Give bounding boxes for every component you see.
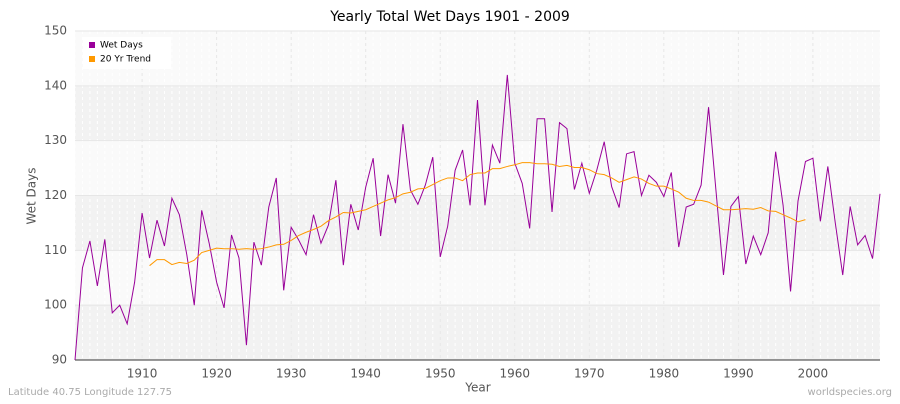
x-tick-label: 1960 [499,367,530,381]
x-tick-label: 1970 [574,367,605,381]
x-tick-label: 1980 [649,367,680,381]
y-tick-label: 100 [44,298,67,312]
legend-label: 20 Yr Trend [100,55,151,65]
x-tick-label: 1940 [350,367,381,381]
y-tick-label: 90 [52,353,67,367]
y-tick-label: 120 [44,188,67,202]
x-tick-label: 1910 [127,367,158,381]
x-tick-label: 1950 [425,367,456,381]
footer-left: Latitude 40.75 Longitude 127.75 [8,387,172,398]
data-line [74,74,881,361]
legend-swatch [89,42,95,48]
x-tick-label: 1920 [201,367,232,381]
legend-swatch [89,56,95,62]
footer-right: worldspecies.org [808,387,892,398]
legend-box [83,37,171,69]
chart-title: Yearly Total Wet Days 1901 - 2009 [329,9,570,25]
x-tick-label: 2000 [798,367,829,381]
legend-label: Wet Days [100,41,143,51]
plot-band [75,31,880,86]
x-axis-label: Year [464,381,490,395]
plot-band [75,85,880,141]
y-tick-label: 130 [44,133,67,147]
y-tick-label: 150 [44,24,67,38]
y-tick-label: 110 [44,243,67,257]
data-line [149,162,806,267]
x-tick-label: 1990 [723,367,754,381]
y-axis-label: Wet Days [25,167,39,224]
plot-band [75,140,880,196]
x-tick-label: 1930 [276,367,307,381]
y-tick-label: 140 [44,78,67,92]
